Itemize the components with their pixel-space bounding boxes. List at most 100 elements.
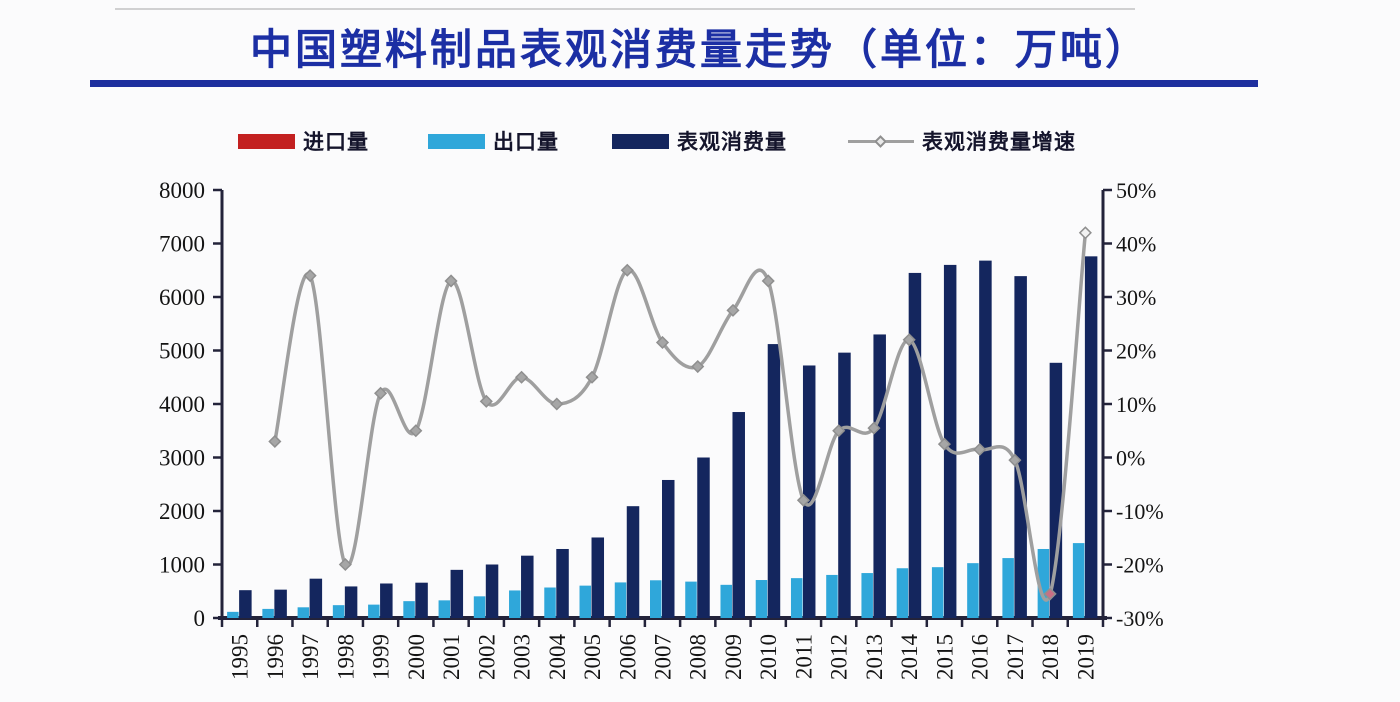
legend-item-growth: 表观消费量增速 — [848, 126, 1076, 156]
x-tick-label-2009: 2009 — [721, 634, 746, 680]
bar-consumption-2013 — [873, 334, 886, 618]
growth-marker-1998 — [338, 557, 352, 572]
bar-consumption-2007 — [662, 479, 675, 618]
x-tick-label-2006: 2006 — [615, 634, 640, 680]
bar-exports-2018 — [1037, 548, 1050, 618]
bar-exports-2005 — [579, 585, 592, 618]
bar-consumption-2008 — [697, 457, 710, 618]
bar-exports-1995 — [227, 611, 239, 618]
x-tick-label-2013: 2013 — [862, 634, 887, 680]
bar-exports-2000 — [403, 601, 415, 618]
bars-exports — [227, 543, 1085, 618]
legend-item-exports: 出口量 — [428, 126, 559, 156]
imports-swatch — [238, 133, 295, 149]
bar-consumption-2001 — [450, 569, 464, 618]
growth-marker-2010 — [761, 274, 775, 288]
x-tick-label-2001: 2001 — [439, 634, 464, 680]
bar-exports-2009 — [720, 584, 732, 618]
bar-exports-2016 — [967, 563, 979, 618]
bar-exports-2017 — [1002, 558, 1014, 618]
growth-marker-2009 — [726, 303, 740, 317]
bar-consumption-2017 — [1014, 276, 1027, 618]
x-tick-label-2002: 2002 — [474, 634, 499, 680]
bar-consumption-2011 — [802, 365, 816, 618]
x-tick-label-2003: 2003 — [510, 634, 535, 680]
bar-consumption-2014 — [908, 272, 922, 618]
bar-exports-2015 — [931, 567, 944, 618]
left-tick-label: 0 — [194, 606, 206, 631]
x-tick-label-2008: 2008 — [686, 634, 711, 680]
legend-label-imports: 进口量 — [303, 130, 369, 154]
x-tick-label-1996: 1996 — [263, 634, 288, 680]
bar-consumption-2000 — [415, 582, 428, 618]
right-tick-label: 20% — [1116, 339, 1156, 364]
growth-marker-2018 — [1043, 587, 1057, 601]
left-tick-label: 5000 — [159, 339, 205, 364]
bar-exports-1996 — [262, 608, 274, 618]
bar-exports-2013 — [861, 573, 873, 618]
bar-exports-2012 — [826, 574, 838, 618]
left-tick-label: 2000 — [159, 499, 205, 524]
growth-marker-2014 — [902, 333, 916, 347]
x-tick-label-2014: 2014 — [897, 634, 922, 681]
bar-consumption-2012 — [838, 352, 851, 618]
growth-line — [273, 231, 1088, 602]
x-tick-label-1999: 1999 — [369, 634, 394, 680]
x-tick-label-1995: 1995 — [228, 634, 253, 680]
growth-line-sample-icon — [848, 134, 914, 149]
bar-consumption-2006 — [626, 506, 640, 618]
left-tick-label: 8000 — [159, 178, 205, 203]
bar-exports-2004 — [544, 587, 556, 618]
bar-exports-2001 — [438, 600, 451, 618]
growth-line-sample-diamond-icon — [874, 134, 887, 148]
x-tick-labels: 1995 1996 1997 1998 1999 2000 2001 2002 2003 2004… — [228, 634, 1099, 681]
bar-exports-2011 — [790, 578, 803, 618]
bar-consumption-2018 — [1049, 362, 1063, 618]
bar-exports-1998 — [332, 605, 345, 618]
right-tick-label: -30% — [1116, 606, 1164, 631]
legend: 进口量 出口量 表观消费量 表观消费量增速 — [0, 126, 1400, 156]
bar-consumption-2016 — [979, 260, 992, 618]
growth-marker-2008 — [691, 359, 705, 374]
x-tick-label-2015: 2015 — [932, 634, 957, 680]
x-tick-label-2012: 2012 — [827, 634, 852, 680]
growth-marker-2002 — [479, 394, 493, 408]
left-tick-label: 4000 — [159, 392, 205, 417]
growth-marker-2004 — [550, 397, 564, 411]
growth-marker-2017 — [1008, 453, 1022, 467]
x-tick-label-2010: 2010 — [756, 634, 781, 680]
x-tick-label-2007: 2007 — [651, 634, 676, 680]
right-tick-label: -10% — [1116, 499, 1164, 524]
bars-consumption — [239, 256, 1098, 618]
bar-consumption-2009 — [732, 412, 745, 618]
bar-consumption-2019 — [1084, 256, 1098, 618]
legend-label-exports: 出口量 — [493, 130, 559, 154]
top-rule — [115, 8, 1135, 10]
bar-exports-2002 — [473, 596, 486, 618]
bar-consumption-1995 — [239, 590, 252, 618]
bar-exports-2010 — [755, 580, 768, 618]
title-underline — [90, 80, 1258, 87]
page-title: 中国塑料制品表观消费量走势（单位：万吨） — [249, 26, 1151, 73]
bar-consumption-1998 — [344, 586, 358, 618]
bar-exports-1997 — [297, 607, 310, 618]
x-tick-label-1998: 1998 — [333, 634, 358, 680]
bar-consumption-2003 — [521, 555, 534, 618]
bar-exports-2003 — [509, 590, 521, 618]
growth-marker-2012 — [832, 424, 846, 438]
x-tick-label-2004: 2004 — [545, 634, 570, 681]
growth-marker-2013 — [867, 421, 881, 435]
x-tick-label-2016: 2016 — [968, 634, 993, 680]
bar-consumption-1999 — [380, 583, 393, 618]
right-tick-label: 40% — [1116, 232, 1156, 257]
growth-marker-2001 — [444, 274, 458, 288]
bar-consumption-1996 — [274, 589, 287, 618]
right-tick-label: 50% — [1116, 178, 1156, 203]
x-tick-label-1997: 1997 — [298, 634, 323, 680]
x-axis-ticks — [220, 618, 1105, 627]
bar-consumption-2015 — [943, 264, 957, 618]
bar-exports-1999 — [368, 604, 380, 618]
right-tick-label: 30% — [1116, 285, 1156, 310]
growth-marker-2000 — [409, 424, 423, 438]
